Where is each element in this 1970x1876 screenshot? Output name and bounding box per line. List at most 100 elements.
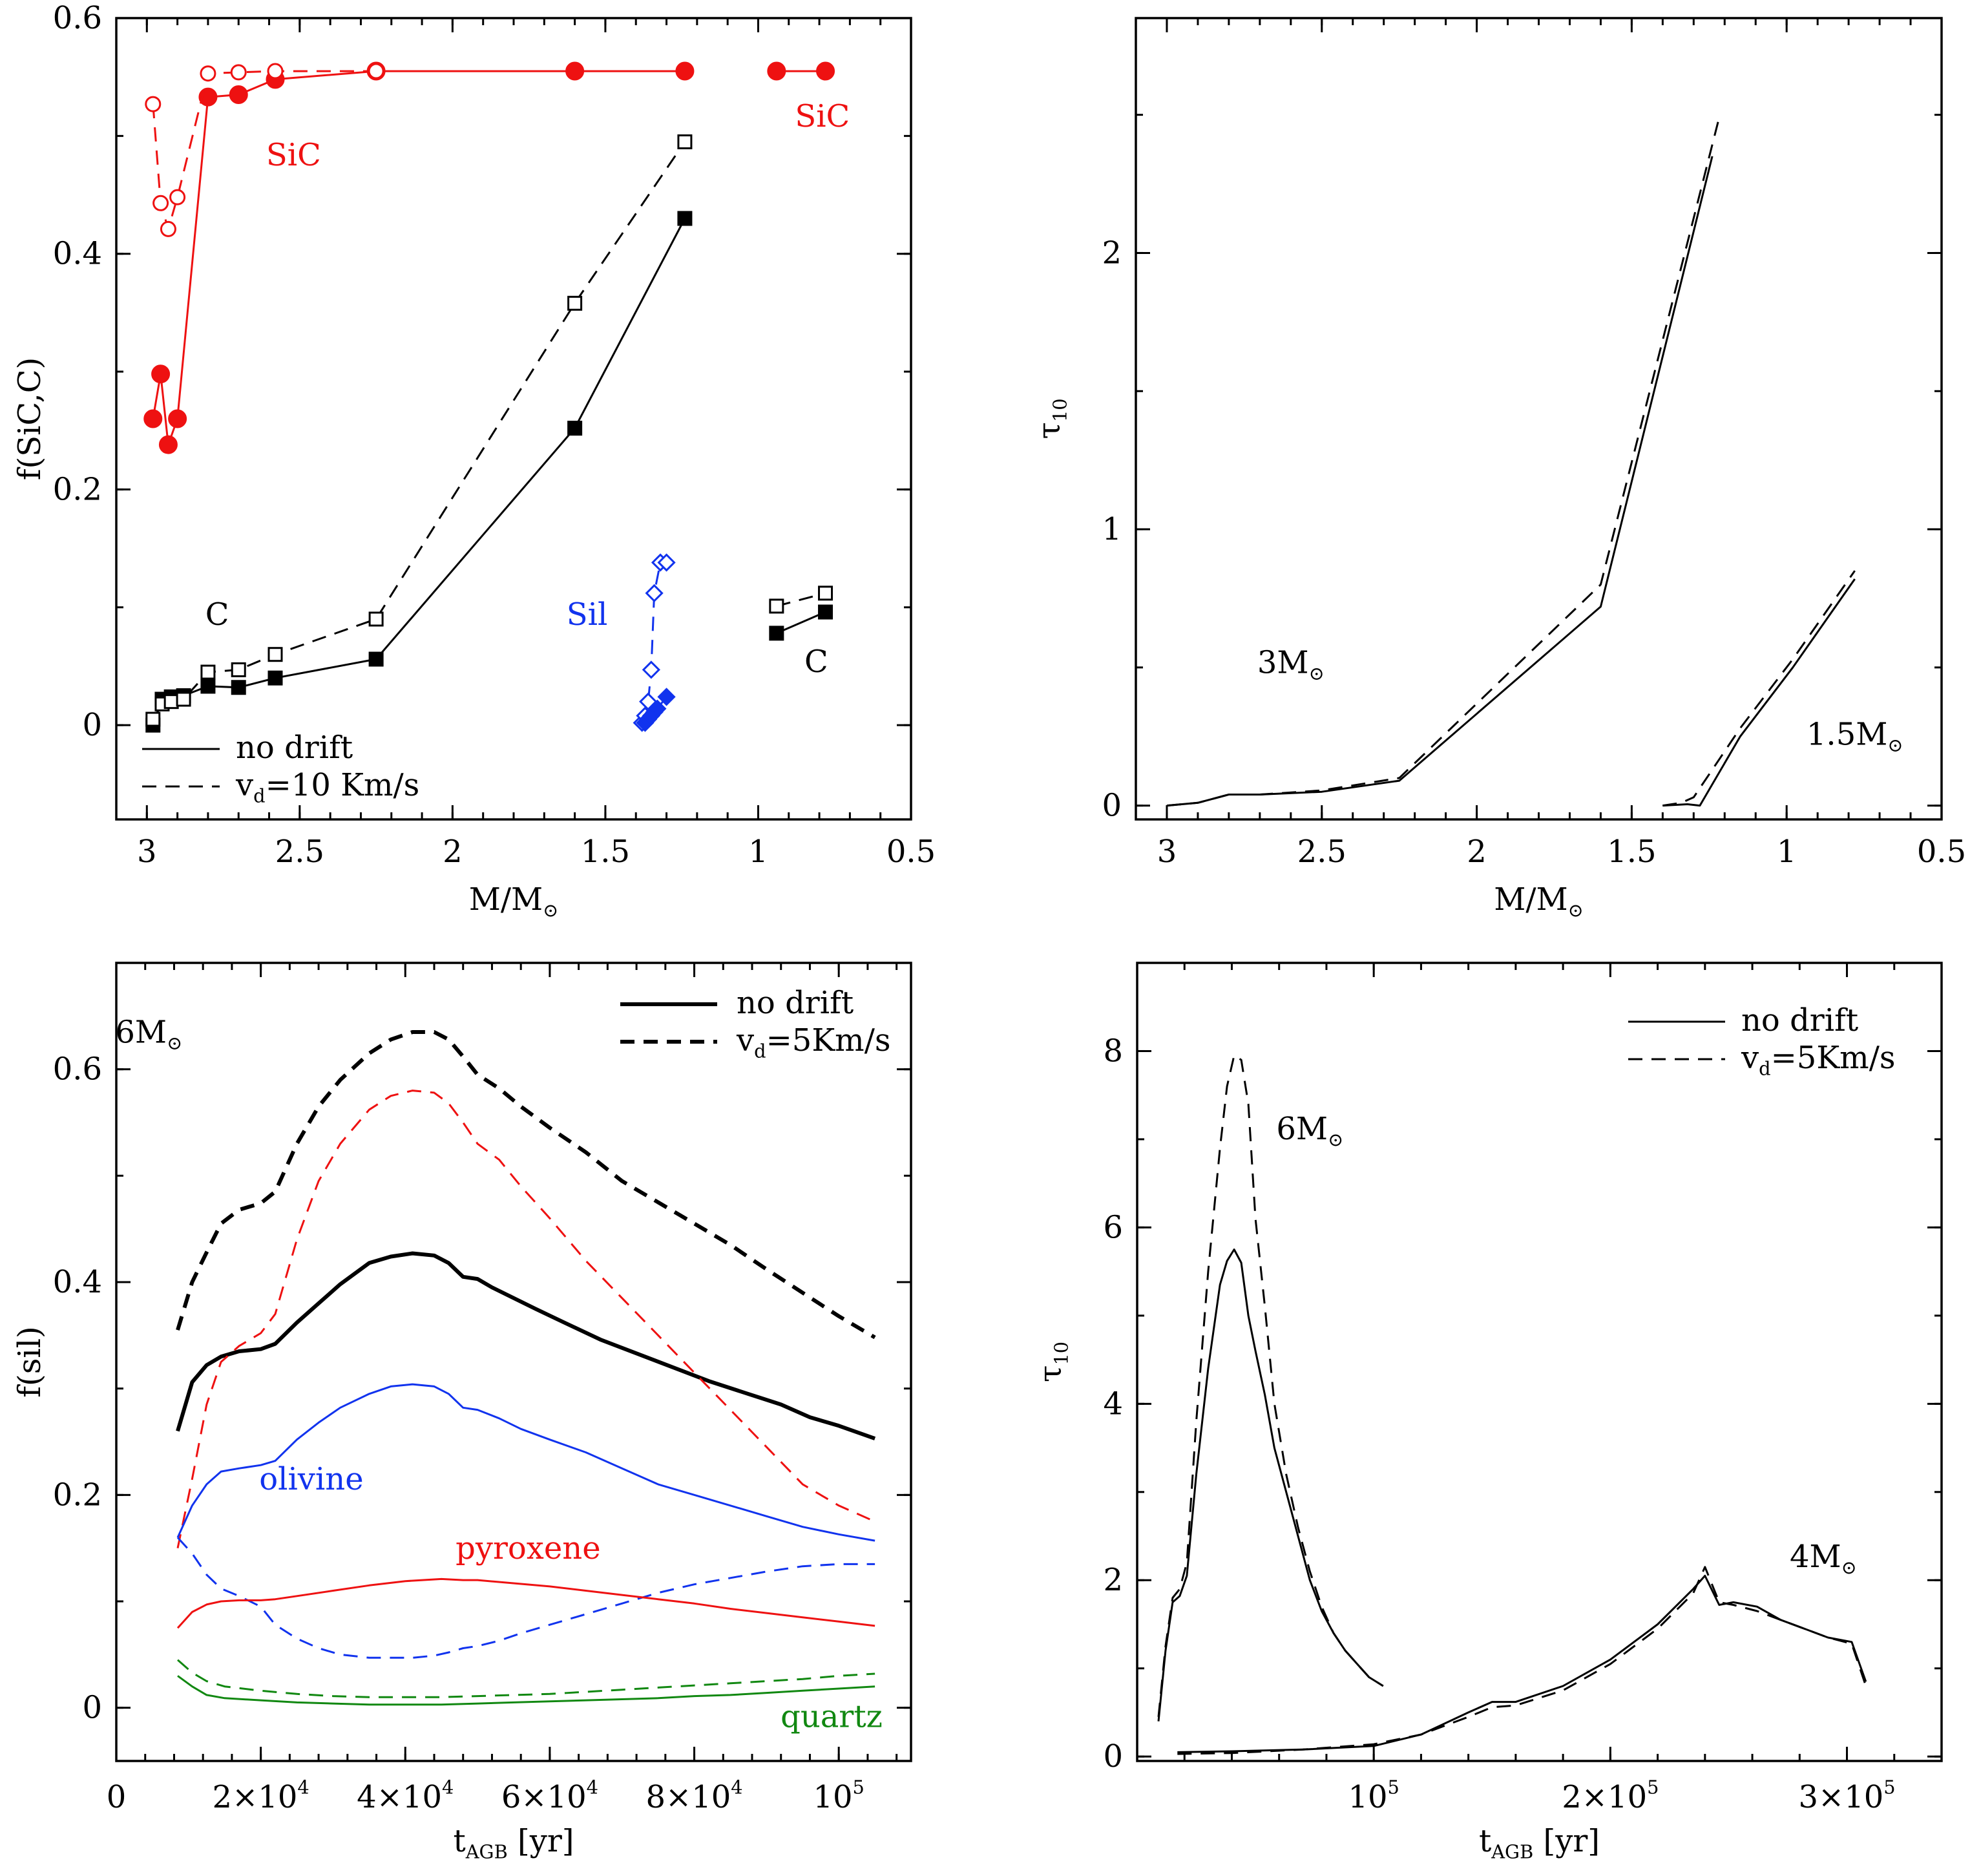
series-line — [1662, 578, 1856, 807]
data-point-square — [567, 295, 583, 311]
text-part: =5Km/s — [1771, 1040, 1896, 1076]
data-point-diamond — [642, 660, 661, 679]
annotation-label: 1.5M⊙ — [1807, 717, 1903, 757]
series-group — [143, 61, 835, 733]
text-part: 4M — [1790, 1539, 1841, 1575]
annotation-label: quartz — [781, 1698, 883, 1734]
data-point-circle — [675, 61, 695, 81]
x-tick-label: 2 — [443, 834, 463, 870]
data-point-diamond — [645, 584, 664, 603]
legend-entry-label: no drift — [737, 985, 854, 1021]
text-part: f(SiC,C) — [12, 357, 48, 480]
x-tick-label: 2×105 — [1562, 1776, 1659, 1815]
y-axis-label: f(sil) — [12, 1326, 48, 1398]
x-tick-label: 2.5 — [1297, 834, 1347, 870]
data-point-circle — [565, 61, 585, 81]
series-line — [1662, 570, 1856, 807]
legend-entry-label: no drift — [1741, 1002, 1858, 1038]
series-line — [1177, 1566, 1867, 1755]
x-tick-label: 2 — [1467, 834, 1487, 870]
legend-entry-label: vd=5Km/s — [1741, 1040, 1896, 1080]
text-part: [yr] — [1533, 1823, 1600, 1859]
series-group — [176, 1030, 876, 1706]
text-part: 4 — [297, 1776, 309, 1798]
y-tick-label: 0.2 — [53, 1477, 102, 1513]
text-part: v — [736, 1022, 754, 1059]
data-point-diamond — [657, 688, 676, 706]
text-part: d — [1759, 1058, 1770, 1080]
panel-top-left: 3 2.5 2 1.5 1 0.5 0 0.2 0.4 0.6 M/M⊙ f(SiC,C) SiC SiC… — [12, 0, 936, 922]
data-point-square — [163, 694, 179, 710]
text-part: 3M — [1257, 644, 1309, 680]
y-axis-label-group: f(sil) — [12, 1326, 48, 1398]
y-axis-label: f(SiC,C) — [12, 357, 48, 480]
y-axis-label: τ10 — [1031, 398, 1071, 439]
text-part: =10 Km/s — [266, 767, 420, 803]
data-point-square — [368, 651, 384, 667]
y-tick-label: 0.4 — [53, 236, 102, 272]
series-line — [176, 1030, 876, 1340]
text-part: ⊙ — [543, 900, 558, 922]
x-tick-label: 105 — [813, 1776, 864, 1815]
data-point-circle — [368, 63, 384, 79]
y-tick-label: 0 — [82, 1690, 102, 1726]
data-point-square — [769, 598, 784, 614]
text-part: ⊙ — [1328, 1128, 1343, 1150]
x-tick-label: 2×104 — [213, 1776, 309, 1815]
text-part: d — [754, 1040, 766, 1062]
text-part: 0 — [107, 1779, 127, 1815]
text-part: 4 — [587, 1776, 598, 1798]
text-part: M/M — [1494, 881, 1567, 918]
data-point-circle — [229, 85, 248, 105]
text-part: M/M — [469, 881, 543, 918]
data-point-circle — [169, 189, 186, 206]
text-part: ⊙ — [1887, 734, 1903, 756]
x-tick-label: 1 — [748, 834, 768, 870]
text-part: AGB — [465, 1841, 508, 1863]
data-point-diamond — [657, 553, 676, 572]
text-part: no drift — [737, 985, 854, 1021]
text-part: 10 — [1348, 1779, 1387, 1815]
text-part: 4×10 — [357, 1779, 442, 1815]
x-tick-label: 1.5 — [581, 834, 630, 870]
text-part: τ — [1031, 422, 1067, 439]
y-axis-label-group: f(SiC,C) — [12, 357, 48, 480]
legend-entry-label: vd=10 Km/s — [235, 767, 419, 807]
data-point-circle — [160, 220, 176, 237]
text-part: τ — [1032, 1365, 1069, 1383]
x-tick-label: 4×104 — [357, 1776, 454, 1815]
x-axis-label: M/M⊙ — [1494, 881, 1584, 922]
annotation-label: Sil — [567, 596, 608, 633]
text-part: 2×10 — [1562, 1779, 1647, 1815]
data-point-square — [368, 611, 384, 627]
series-line — [176, 1090, 875, 1549]
text-part: t — [1479, 1823, 1491, 1859]
series-group — [1157, 1054, 1867, 1755]
text-part: ⊙ — [1309, 662, 1325, 684]
data-point-circle — [152, 195, 169, 211]
data-point-circle — [200, 65, 216, 82]
text-part: 10 — [813, 1779, 852, 1815]
data-point-square — [567, 421, 583, 436]
x-tick-label: 8×104 — [645, 1776, 742, 1815]
data-point-square — [769, 626, 784, 641]
text-part: 6M — [115, 1015, 167, 1051]
text-part: 3×10 — [1798, 1779, 1883, 1815]
text-part: SiC — [266, 137, 321, 173]
y-tick-label: 1 — [1102, 511, 1122, 547]
y-axis-label-group: τ10 — [1032, 1342, 1073, 1382]
data-point-square — [231, 662, 246, 677]
data-point-square — [231, 680, 246, 695]
series-line — [1166, 120, 1720, 807]
x-tick-label: 3×105 — [1798, 1776, 1895, 1815]
series-line — [776, 611, 826, 635]
data-point-circle — [767, 61, 786, 81]
plot-frame — [115, 962, 912, 1762]
text-part: 5 — [853, 1776, 864, 1798]
y-tick-label: 0.4 — [53, 1264, 102, 1300]
